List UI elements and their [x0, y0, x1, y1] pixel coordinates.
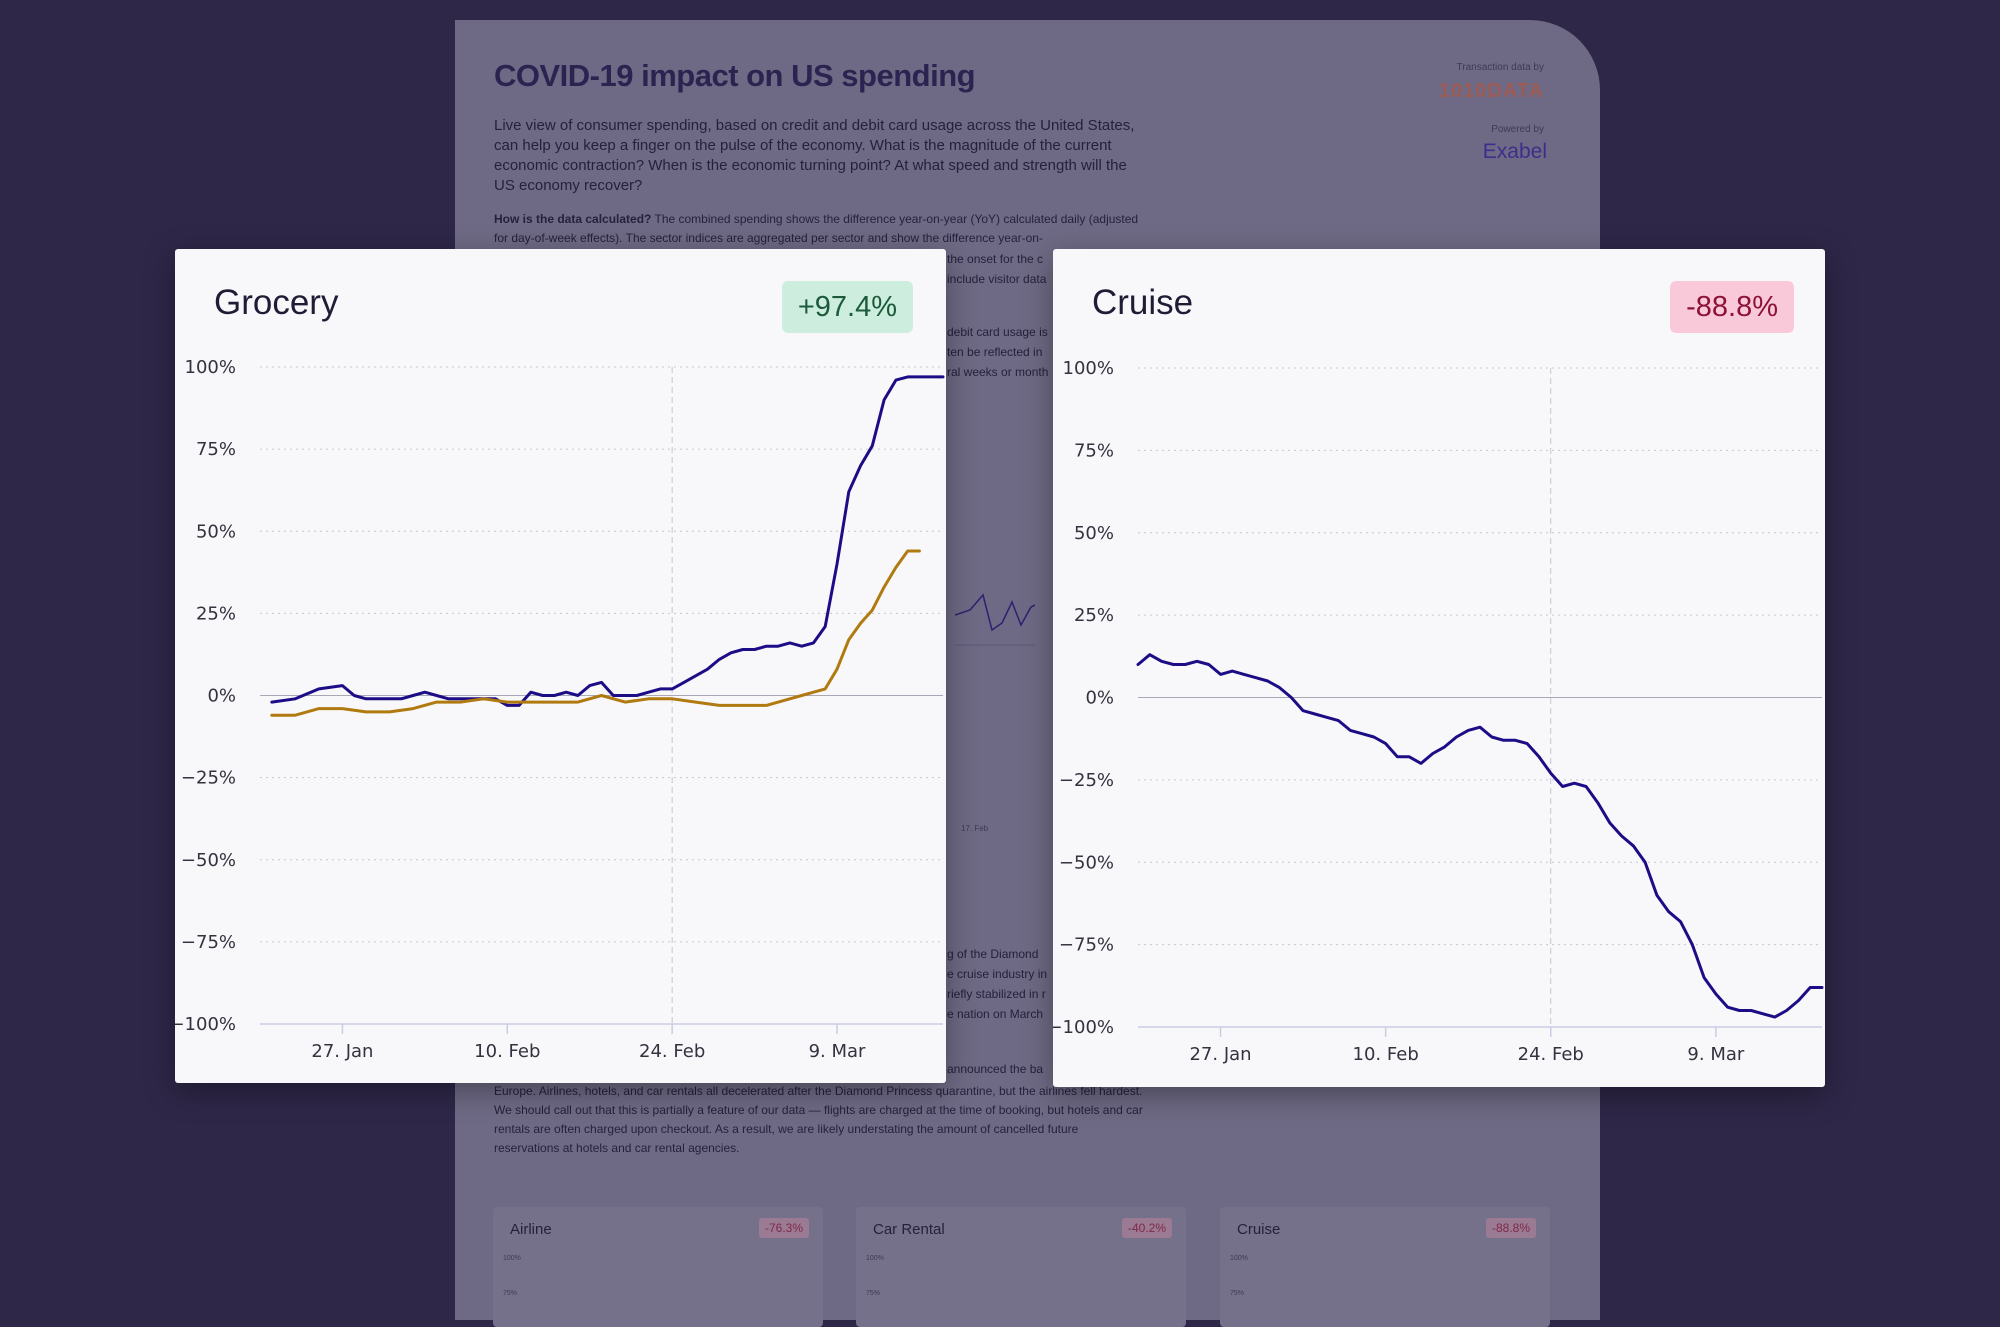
article-method: How is the data calculated? The combined…	[494, 210, 1154, 248]
grocery-chart: 100% 75% 50% 25% 0% −25% −50% −75% −100% 27. Jan 1…	[175, 357, 945, 1062]
right-fragment: ral weeks or month	[947, 365, 1049, 379]
y-tick-label: 25%	[196, 603, 236, 624]
lower-fragment: announced the ba	[947, 1062, 1044, 1076]
x-tick-label: 9. Mar	[809, 1041, 866, 1062]
mini-axis-label: 75%	[1230, 1290, 1245, 1297]
mini-card-airline[interactable]: Airline -76.3% 100% 75%	[493, 1207, 823, 1327]
chart-title: Cruise	[1092, 283, 1194, 322]
brand-caption: Transaction data by	[1456, 62, 1544, 73]
mini-card-title: Airline	[510, 1221, 552, 1238]
article-title: COVID-19 impact on US spending	[494, 58, 976, 93]
article-intro: Live view of consumer spending, based on…	[494, 117, 1135, 194]
right-fragment: ten be reflected in	[947, 345, 1043, 359]
cruise-chart: 100% 75% 50% 25% 0% −25% −50% −75% −100% 27. Jan 1…	[1053, 358, 1824, 1065]
series-line-0	[270, 375, 945, 707]
series-line-0	[1136, 653, 1824, 1019]
y-tick-label: 0%	[1085, 688, 1114, 709]
x-tick-label: 27. Jan	[311, 1041, 373, 1062]
y-tick-label: −75%	[181, 932, 236, 953]
y-tick-label: −100%	[175, 1014, 236, 1035]
mid-fragment: e cruise industry in	[947, 967, 1048, 981]
x-tick-label: 10. Feb	[474, 1041, 540, 1062]
brand-exabel-logo[interactable]: Exabel	[1482, 140, 1547, 163]
brand-1010data-logo[interactable]: 1010DATA	[1438, 80, 1544, 102]
mini-axis-label: 75%	[866, 1290, 881, 1297]
background-chart-fragment	[955, 593, 1035, 646]
y-tick-label: −100%	[1053, 1017, 1114, 1038]
x-tick-label: 24. Feb	[1518, 1044, 1584, 1065]
y-tick-label: 75%	[1074, 440, 1114, 461]
mid-fragment: g of the Diamond	[947, 947, 1039, 961]
x-tick-label: 24. Feb	[639, 1041, 705, 1062]
mini-axis-label: 75%	[503, 1290, 518, 1297]
chart-title: Grocery	[214, 283, 339, 322]
method-fragment: the onset for the c	[947, 252, 1044, 266]
y-tick-label: −75%	[1059, 935, 1114, 956]
mini-card-title: Car Rental	[873, 1221, 945, 1238]
change-badge: -88.8%	[1670, 281, 1794, 333]
y-tick-label: 50%	[196, 521, 236, 542]
mid-fragment: e nation on March	[947, 1007, 1044, 1021]
mini-card-title: Cruise	[1237, 1221, 1281, 1238]
y-tick-label: −25%	[181, 768, 236, 789]
method-label: How is the data calculated?	[494, 212, 652, 226]
mini-axis-label: 100%	[1230, 1255, 1248, 1262]
x-tick-label: 10. Feb	[1353, 1044, 1419, 1065]
y-tick-label: 50%	[1074, 523, 1114, 544]
y-tick-label: 0%	[207, 686, 236, 707]
mini-card-badge: -88.8%	[1485, 1218, 1536, 1238]
x-tick-label: 9. Mar	[1687, 1044, 1744, 1065]
change-badge: +97.4%	[781, 281, 913, 333]
background-x-label: 17. Feb	[961, 824, 989, 833]
method-fragment: include visitor data	[947, 272, 1047, 286]
method-text: The combined spending shows the differen…	[494, 212, 1139, 245]
mini-axis-label: 100%	[866, 1255, 884, 1262]
y-tick-label: 75%	[196, 439, 236, 460]
mini-card-car-rental[interactable]: Car Rental -40.2% 100% 75%	[856, 1207, 1186, 1327]
series-line-1	[270, 549, 921, 717]
brand-caption: Powered by	[1491, 124, 1544, 135]
mini-card-cruise[interactable]: Cruise -88.8% 100% 75%	[1220, 1207, 1550, 1327]
article-lower-text: Europe. Airlines, hotels, and car rental…	[494, 1084, 1143, 1155]
y-tick-label: −25%	[1059, 770, 1114, 791]
y-tick-label: −50%	[1059, 852, 1114, 873]
y-tick-label: 100%	[185, 357, 236, 378]
cruise-chart-card[interactable]: Cruise -88.8% 100% 75% 50% 25% 0% −25% −50% −75…	[1053, 249, 1825, 1087]
mid-fragment: riefly stabilized in r	[947, 987, 1046, 1001]
right-fragment: debit card usage is	[947, 325, 1048, 339]
y-tick-label: −50%	[181, 850, 236, 871]
grocery-chart-card[interactable]: Grocery +97.4% 100% 75% 50% 25% 0% −25% −50% −7…	[175, 249, 946, 1083]
y-tick-label: 25%	[1074, 605, 1114, 626]
y-tick-label: 100%	[1063, 358, 1114, 379]
x-tick-label: 27. Jan	[1189, 1044, 1251, 1065]
mini-axis-label: 100%	[503, 1255, 521, 1262]
mini-card-badge: -40.2%	[1121, 1218, 1172, 1238]
mini-card-badge: -76.3%	[758, 1218, 809, 1238]
